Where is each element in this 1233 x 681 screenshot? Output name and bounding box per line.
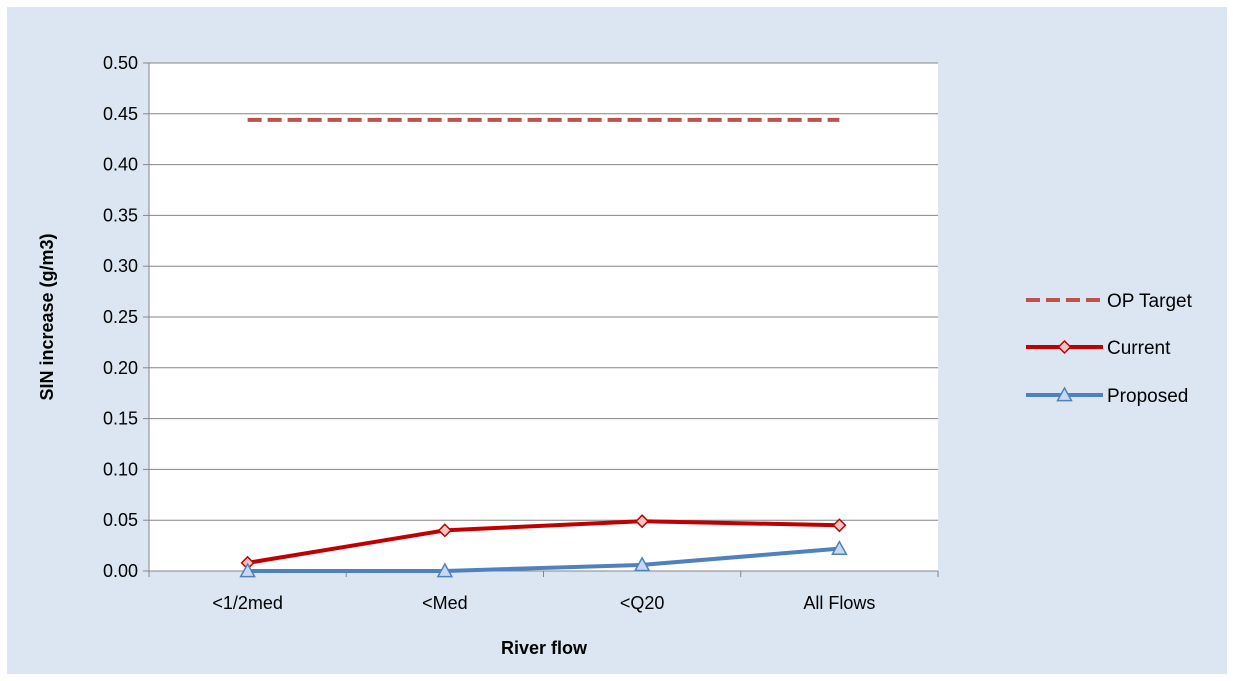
x-tick-labels: <1/2med <Med <Q20 All Flows	[212, 593, 875, 613]
x-tick-label: <Q20	[620, 593, 665, 613]
legend-label: Current	[1107, 338, 1171, 359]
data-point-triangle	[239, 562, 256, 578]
y-tick-label: 0.00	[103, 561, 138, 581]
y-tick-label: 0.05	[103, 510, 138, 530]
x-tick-label: All Flows	[803, 593, 875, 613]
series-line	[247, 519, 840, 565]
legend-item: OP Target	[1026, 291, 1193, 312]
x-tick-label: <1/2med	[212, 593, 283, 613]
y-tick-label: 0.25	[103, 307, 138, 327]
series-line	[247, 546, 840, 573]
y-tick-label: 0.50	[103, 53, 138, 73]
data-point-diamond	[1057, 339, 1072, 355]
data-point-diamond	[437, 523, 452, 538]
legend-item: Proposed	[1026, 386, 1188, 407]
data-point-diamond	[832, 518, 847, 533]
data-point-diamond	[635, 514, 650, 529]
data-point-triangle	[436, 562, 454, 578]
data-point-triangle	[633, 556, 651, 572]
legend: OP Target Current Proposed	[1026, 291, 1193, 407]
series-current	[240, 514, 847, 570]
legend-label: Proposed	[1107, 386, 1188, 407]
x-axis-title: River flow	[501, 638, 588, 658]
legend-item: Current	[1026, 338, 1171, 359]
y-tick-label: 0.10	[103, 459, 138, 479]
y-tick-label: 0.20	[103, 358, 138, 378]
y-axis-title: SIN increase (g/m3)	[37, 233, 57, 400]
legend-label: OP Target	[1107, 291, 1193, 312]
y-tick-label: 0.40	[103, 155, 138, 175]
y-tick-label: 0.35	[103, 205, 138, 225]
data-point-triangle	[831, 540, 848, 555]
gridlines	[149, 62, 938, 521]
y-tick-labels: 0.00 0.05 0.10 0.15 0.20 0.25 0.30 0.35 0.40 0.45…	[103, 53, 138, 581]
y-tick-label: 0.15	[103, 409, 138, 429]
series-group	[239, 117, 848, 578]
series-proposed	[239, 540, 848, 578]
x-tick-label: <Med	[422, 593, 468, 613]
y-tick-label: 0.45	[103, 104, 138, 124]
data-point-triangle	[1056, 386, 1073, 402]
y-tick-label: 0.30	[103, 256, 138, 276]
